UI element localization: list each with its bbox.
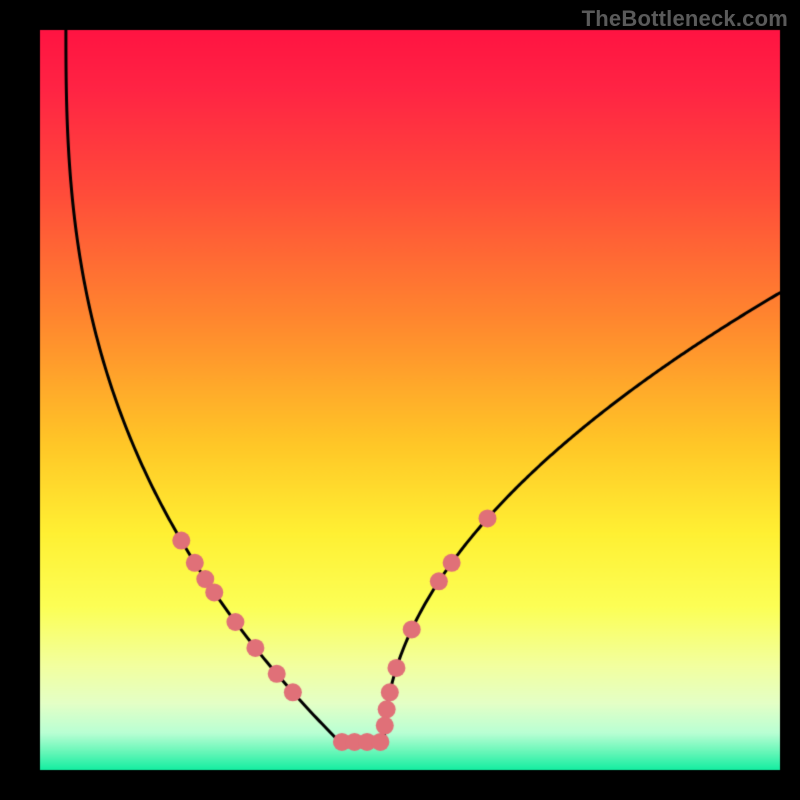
watermark-text: TheBottleneck.com: [582, 6, 788, 32]
chart-root: TheBottleneck.com: [0, 0, 800, 800]
chart-canvas: [0, 0, 800, 800]
